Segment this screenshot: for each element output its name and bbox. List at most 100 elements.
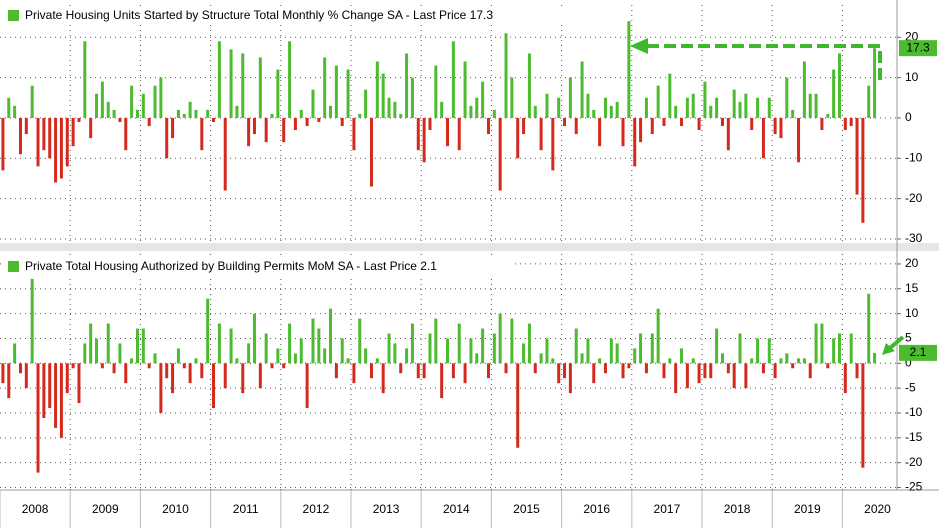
bar	[680, 348, 684, 364]
bar	[77, 117, 81, 122]
bar	[873, 352, 877, 364]
bar	[387, 97, 391, 118]
bar	[527, 323, 531, 364]
bar	[627, 21, 631, 118]
bar	[592, 109, 596, 118]
bar	[235, 358, 239, 364]
bar	[299, 109, 303, 118]
bar	[229, 328, 233, 364]
bar	[217, 323, 221, 364]
bar	[346, 358, 350, 364]
bar	[147, 363, 151, 369]
bar	[592, 363, 596, 384]
bar	[282, 117, 286, 143]
bar	[1, 117, 5, 171]
bar	[539, 117, 543, 151]
bar	[258, 363, 262, 389]
bar	[381, 363, 385, 394]
y-tick-label: 20	[905, 256, 919, 270]
y-tick-label: -20	[905, 455, 923, 469]
bar	[837, 53, 841, 118]
bar	[288, 41, 292, 118]
bar	[820, 323, 824, 364]
bar	[405, 348, 409, 364]
bar	[153, 85, 157, 118]
bar	[808, 363, 812, 379]
bar	[440, 363, 444, 399]
bar	[369, 117, 373, 187]
bar	[59, 117, 63, 179]
bar	[135, 109, 139, 118]
bar	[223, 363, 227, 389]
x-tick-label: 2020	[864, 502, 891, 516]
bar	[814, 93, 818, 118]
bar	[182, 363, 186, 369]
bar	[744, 93, 748, 118]
bar	[100, 81, 104, 118]
bar	[77, 363, 81, 404]
bar	[30, 85, 34, 118]
bar	[685, 363, 689, 389]
x-tick-label: 2014	[443, 502, 470, 516]
bar	[212, 117, 216, 122]
bar	[598, 358, 602, 364]
bar	[761, 363, 765, 374]
bar	[826, 113, 830, 118]
bar	[791, 109, 795, 118]
last-price-box	[899, 344, 937, 361]
bar	[352, 363, 356, 384]
x-tick-label: 2018	[724, 502, 751, 516]
bar	[200, 363, 204, 379]
y-tick-label: -10	[905, 150, 923, 164]
bar	[188, 363, 192, 384]
bar	[773, 117, 777, 135]
bar	[352, 117, 356, 151]
bar	[141, 93, 145, 118]
title-box	[3, 258, 513, 276]
bar	[18, 363, 22, 374]
bar	[598, 117, 602, 147]
bar	[422, 363, 426, 379]
y-tick-label: -5	[905, 380, 916, 394]
bar	[674, 105, 678, 118]
bar	[650, 117, 654, 135]
bar	[603, 363, 607, 374]
bar	[54, 117, 58, 183]
bar	[685, 97, 689, 118]
bar	[106, 323, 110, 364]
panel-separator	[0, 243, 939, 251]
y-tick-label: -30	[905, 231, 923, 245]
bar	[785, 77, 789, 118]
bar	[446, 338, 450, 364]
bar	[492, 109, 496, 118]
bar	[656, 85, 660, 118]
bar	[715, 97, 719, 118]
bar	[574, 328, 578, 364]
bar	[808, 93, 812, 118]
bar	[112, 363, 116, 374]
bar	[504, 33, 508, 118]
x-tick-label: 2015	[513, 502, 540, 516]
bar	[83, 41, 87, 118]
y-tick-label: -10	[905, 405, 923, 419]
bar	[814, 323, 818, 364]
bar	[159, 77, 163, 118]
bar	[329, 308, 333, 364]
bar	[36, 363, 40, 473]
arrow-head	[630, 38, 648, 54]
bar	[732, 89, 736, 118]
bar	[135, 328, 139, 364]
bar	[498, 117, 502, 191]
bar	[124, 117, 128, 151]
bar	[217, 41, 221, 118]
bar	[697, 117, 701, 131]
bar	[340, 117, 344, 127]
bar	[539, 353, 543, 364]
bar	[481, 328, 485, 364]
bar	[767, 338, 771, 364]
bar	[282, 363, 286, 369]
bar	[252, 313, 256, 364]
chart-title: Private Total Housing Authorized by Buil…	[25, 259, 437, 273]
last-price-label: 2.1	[910, 345, 927, 359]
bar	[428, 333, 432, 364]
